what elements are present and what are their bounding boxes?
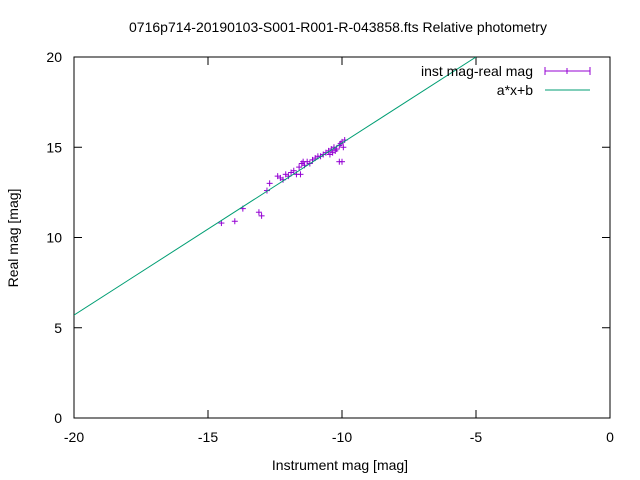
fit-line [74, 57, 477, 316]
x-tick-label: -20 [64, 429, 84, 445]
plot-frame [73, 56, 611, 419]
legend-label-points: inst mag-real mag [421, 63, 533, 79]
data-point [266, 180, 273, 187]
legend: inst mag-real mag a*x+b [421, 63, 591, 98]
y-tick-label: 15 [46, 139, 62, 155]
x-axis-label: Instrument mag [mag] [272, 457, 408, 473]
x-tick-label: 0 [606, 429, 614, 445]
data-point [290, 167, 297, 174]
data-point [258, 212, 265, 219]
y-tick-label: 5 [54, 320, 62, 336]
y-tick-label: 10 [46, 230, 62, 246]
data-point [340, 144, 347, 151]
y-tick-label: 0 [54, 410, 62, 426]
data-point [296, 164, 303, 171]
legend-label-fit: a*x+b [497, 82, 533, 98]
y-tick-label: 20 [46, 49, 62, 65]
series-layer [74, 57, 477, 316]
data-point [339, 158, 345, 165]
data-point [231, 218, 238, 225]
data-point [263, 187, 270, 194]
axes: -20 -15 -10 -5 0 0 5 10 15 20 [46, 49, 614, 445]
chart-title: 0716p714-20190103-S001-R001-R-043858.fts… [129, 19, 547, 35]
data-point [255, 209, 262, 216]
data-point [297, 171, 304, 178]
x-tick-label: -15 [198, 429, 218, 445]
x-tick-label: -5 [470, 429, 483, 445]
x-tick-label: -10 [332, 429, 352, 445]
y-axis-label: Real mag [mag] [5, 189, 21, 288]
